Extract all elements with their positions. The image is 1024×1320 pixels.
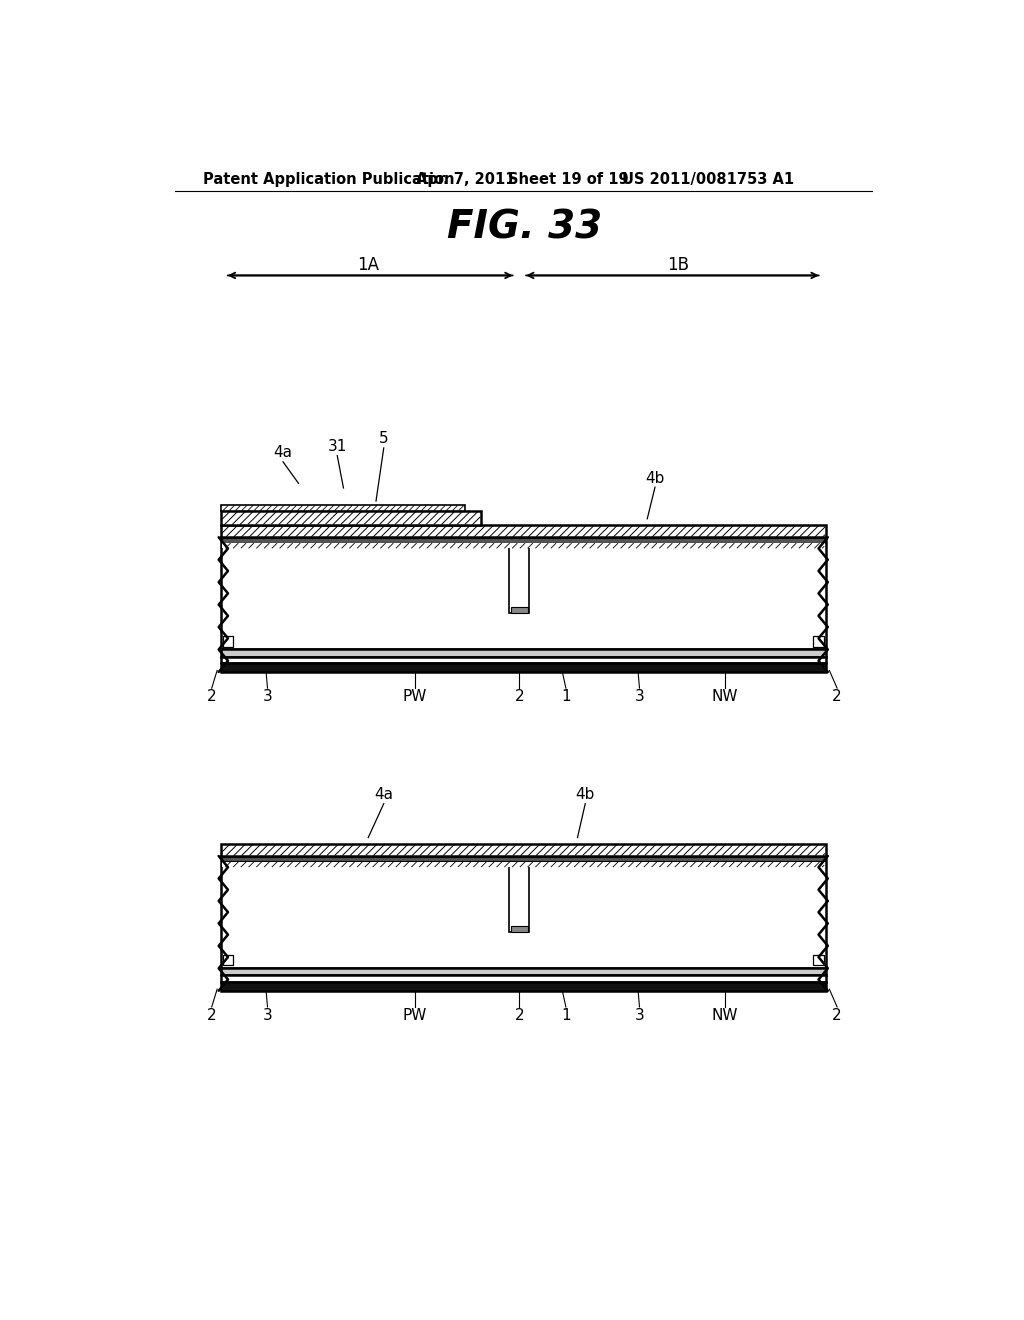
Text: 4a: 4a: [374, 787, 393, 803]
Text: 2: 2: [207, 1007, 216, 1023]
Bar: [221, 968, 825, 975]
Bar: [222, 954, 233, 965]
Text: Sheet 19 of 19: Sheet 19 of 19: [508, 173, 629, 187]
Text: 5: 5: [379, 432, 388, 446]
Bar: [221, 506, 465, 511]
Text: PW: PW: [402, 1007, 427, 1023]
Bar: [221, 656, 825, 663]
Text: 2: 2: [833, 689, 842, 704]
Bar: [221, 525, 825, 537]
Text: Patent Application Publication: Patent Application Publication: [203, 173, 455, 187]
Text: 3: 3: [262, 1007, 272, 1023]
Text: US 2011/0081753 A1: US 2011/0081753 A1: [623, 173, 795, 187]
Text: 4b: 4b: [645, 470, 665, 486]
Text: FIG. 33: FIG. 33: [447, 209, 602, 247]
Text: 1A: 1A: [357, 594, 379, 612]
Bar: [221, 649, 825, 656]
Bar: [222, 636, 233, 647]
Bar: [221, 843, 825, 857]
Bar: [221, 982, 825, 991]
Text: 3: 3: [262, 689, 272, 704]
Bar: [221, 537, 825, 649]
Text: 4a: 4a: [273, 445, 293, 461]
Bar: [509, 540, 529, 612]
Bar: [222, 862, 824, 867]
Bar: [813, 954, 824, 965]
Bar: [511, 925, 528, 932]
Text: 2: 2: [207, 689, 216, 704]
Text: PW: PW: [402, 689, 427, 704]
Text: 2: 2: [515, 1007, 524, 1023]
Bar: [221, 857, 825, 968]
Text: 3: 3: [635, 1007, 644, 1023]
Text: 1A: 1A: [357, 256, 379, 273]
Text: 1: 1: [561, 689, 570, 704]
Bar: [511, 607, 528, 612]
Text: 4b: 4b: [575, 787, 595, 803]
Text: NW: NW: [712, 689, 738, 704]
Text: 1B: 1B: [668, 256, 689, 273]
Text: 1B: 1B: [668, 594, 689, 612]
Bar: [221, 511, 480, 525]
Bar: [221, 975, 825, 982]
Bar: [222, 539, 824, 543]
Text: Apr. 7, 2011: Apr. 7, 2011: [417, 173, 516, 187]
Text: 2: 2: [833, 1007, 842, 1023]
Text: 31: 31: [328, 440, 347, 454]
Text: NW: NW: [712, 1007, 738, 1023]
Text: 1: 1: [561, 1007, 570, 1023]
Bar: [221, 663, 825, 672]
Text: 3: 3: [635, 689, 644, 704]
Bar: [509, 859, 529, 932]
Text: FIG. 34: FIG. 34: [447, 548, 602, 586]
Bar: [813, 636, 824, 647]
Text: 2: 2: [515, 689, 524, 704]
Bar: [222, 544, 824, 548]
Bar: [222, 857, 824, 862]
